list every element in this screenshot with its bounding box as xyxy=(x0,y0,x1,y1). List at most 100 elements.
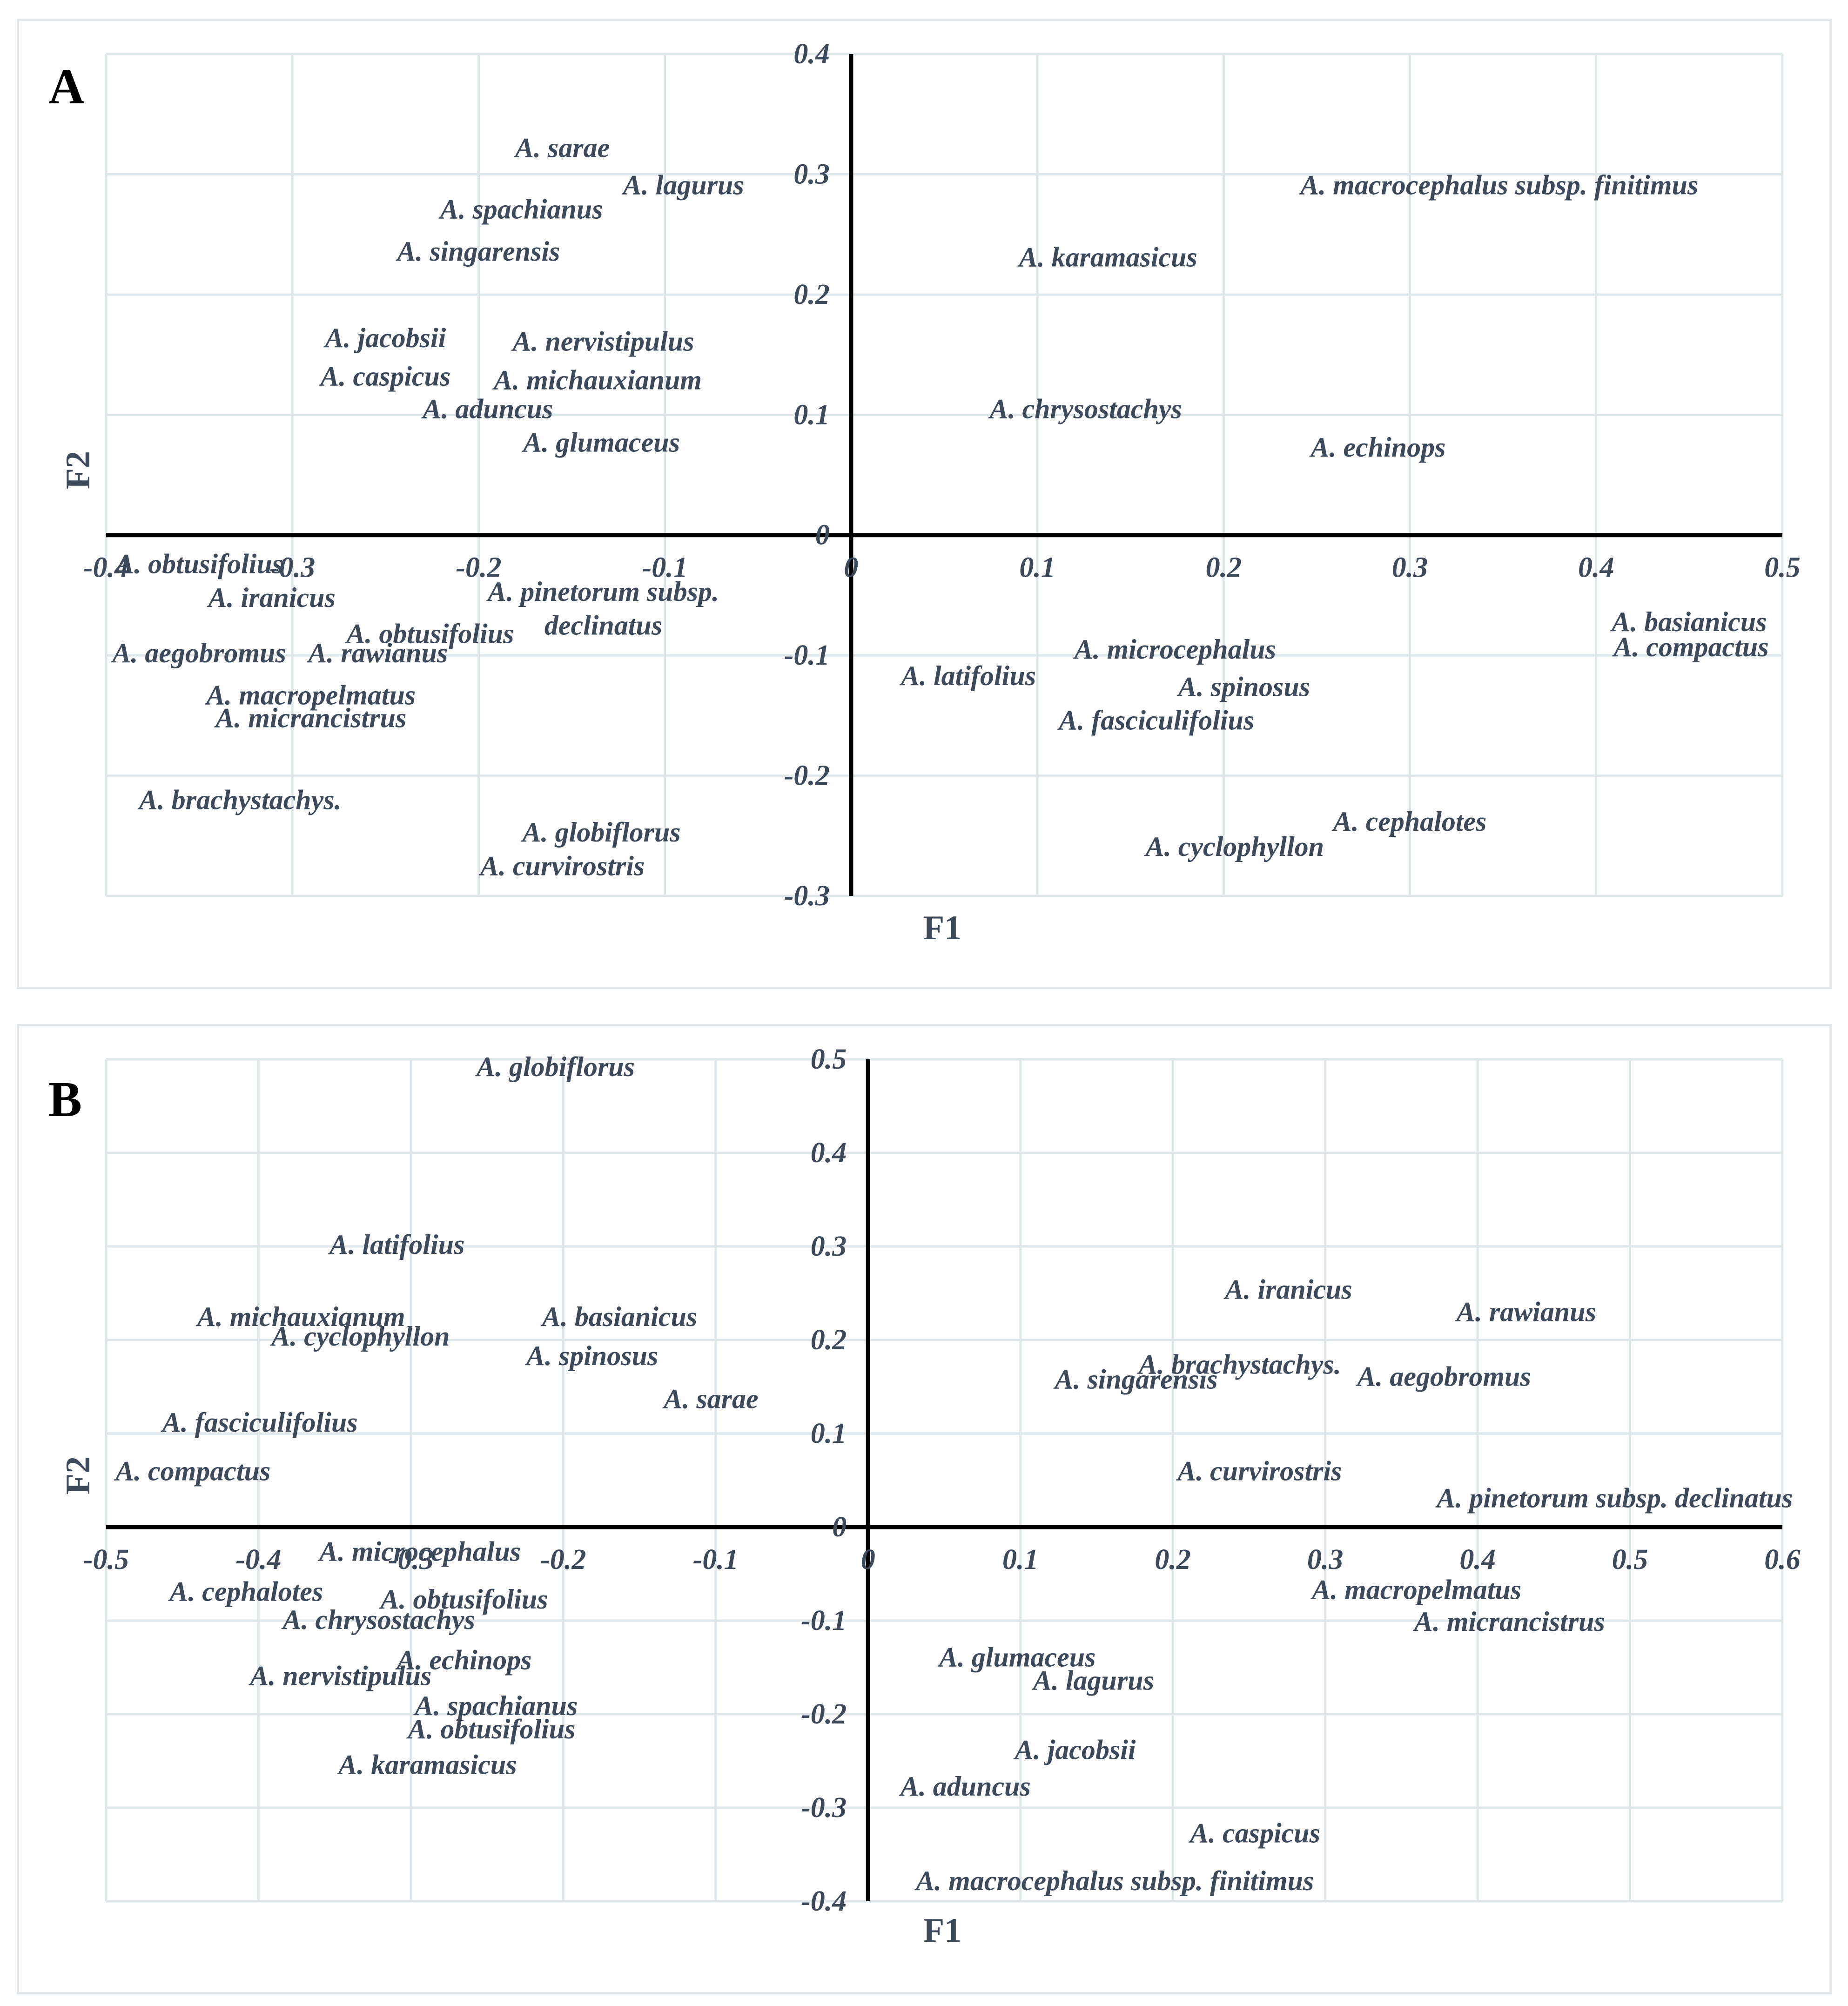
panel-b-y-tick-label: -0.4 xyxy=(801,1885,847,1917)
panel-a-point-label: A. spinosus xyxy=(1176,671,1310,702)
panel-b-point-label: A. obtusifolius xyxy=(406,1714,575,1744)
panel-a-frame xyxy=(17,19,1832,989)
panel-b-point-label: A. basianicus xyxy=(540,1301,697,1332)
panel-b-y-tick-label: 0.5 xyxy=(811,1043,847,1075)
panel-b-point-label: A. singarensis xyxy=(1053,1364,1218,1394)
panel-b-point-label: A. michauxianum xyxy=(195,1301,405,1332)
panel-a-y-tick-label: 0.1 xyxy=(793,399,830,431)
panel-b-point-label: A. pinetorum subsp. declinatus xyxy=(1435,1483,1793,1514)
panel-b-point-label: A. aduncus xyxy=(899,1771,1031,1802)
panel-a-point-label: A. cyclophyllon xyxy=(1144,831,1324,862)
panel-a-point-label: A. micrancistrus xyxy=(214,703,406,734)
panel-b-point-label: A. sarae xyxy=(662,1384,758,1414)
panel-b-x-tick-label: 0 xyxy=(861,1544,875,1575)
panel-a-x-tick-label: 0 xyxy=(844,552,858,584)
panel-a-x-tick-label: -0.1 xyxy=(642,552,688,584)
panel-b-y-axis-title: F2 xyxy=(59,1456,97,1494)
panel-b-x-tick-label: 0.2 xyxy=(1155,1544,1191,1575)
panel-a-point-label: A. curvirostris xyxy=(478,850,645,881)
panel-a-y-tick-label: -0.3 xyxy=(784,880,830,912)
panel-a-y-tick-label: 0.2 xyxy=(793,279,830,310)
panel-a-point-label: A. latifolius xyxy=(899,660,1036,691)
panel-a-y-axis-title: F2 xyxy=(59,451,97,489)
panel-a-point-label: A. macropelmatus xyxy=(204,680,416,710)
panel-b-point-label: A. fasciculifolius xyxy=(161,1407,358,1438)
panel-a-point-label: A. karamasicus xyxy=(1017,242,1197,273)
panel-b-y-tick-label: 0.3 xyxy=(811,1231,847,1262)
panel-a-point-label: A. globiflorus xyxy=(521,817,681,848)
panel-b-point-label: A. rawianus xyxy=(1455,1297,1596,1327)
panel-a-point-label: A. compactus xyxy=(1612,632,1768,662)
panel-b-point-label: A. spachianus xyxy=(413,1690,578,1721)
panel-a-point-label: A. spachianus xyxy=(438,194,603,224)
panel-b-label: B xyxy=(48,1072,82,1127)
panel-a-x-tick-label: 0.1 xyxy=(1019,552,1055,584)
panel-b-y-tick-label: 0 xyxy=(832,1511,847,1543)
panel-a-point-label: A. microcephalus xyxy=(1073,634,1276,665)
panel-a-y-tick-label: 0.4 xyxy=(793,38,830,70)
panel-a-x-axis-title: F1 xyxy=(923,909,961,947)
panel-a-x-tick-label: 0.3 xyxy=(1392,552,1428,584)
panel-b-point-label: A. aegobromus xyxy=(1355,1361,1531,1392)
panel-b-point-label: A. spinosus xyxy=(524,1340,658,1371)
panel-b-y-tick-label: -0.1 xyxy=(801,1605,847,1636)
panel-a-point-label: A. iranicus xyxy=(206,582,335,613)
panel-a-point-label: A. rawianus xyxy=(306,638,448,668)
panel-b-y-tick-label: 0.4 xyxy=(811,1137,847,1169)
panel-b-point-label: A. obtusifolius xyxy=(378,1584,548,1615)
panel-a-y-tick-label: 0 xyxy=(815,519,830,551)
panel-a-point-label: A. sarae xyxy=(513,133,610,163)
panel-a-point-label: A. lagurus xyxy=(621,170,744,201)
panel-b-x-axis-title: F1 xyxy=(923,1912,961,1950)
panel-b-point-label: A. jacobsii xyxy=(1013,1734,1136,1765)
panel-a-y-tick-label: -0.2 xyxy=(784,760,830,792)
panel-a-x-tick-label: 0.2 xyxy=(1206,552,1242,584)
panel-a-point-label: A. caspicus xyxy=(318,361,450,392)
panel-b-point-label: A. microcephalus xyxy=(317,1536,521,1567)
panel-b-point-label: A. macropelmatus xyxy=(1310,1575,1521,1605)
panel-b-point-label: A. curvirostris xyxy=(1176,1455,1342,1486)
panel-b-point-label: A. brachystachys. xyxy=(1137,1349,1341,1380)
panel-a-point-label: A. chrysostachys xyxy=(988,393,1182,424)
panel-a-x-tick-label: -0.4 xyxy=(83,552,129,584)
panel-b-point-label: A. macrocephalus subsp. finitimus xyxy=(914,1865,1314,1896)
panel-b-point-label: A. karamasicus xyxy=(336,1750,517,1780)
panel-b-x-tick-label: -0.1 xyxy=(693,1544,739,1575)
panel-b-plot: -0.5 -0.4 -0.3 -0.2 -0.1 0 0.1 0.2 0.3 0.4 0.5 0.6 -… xyxy=(48,1043,1801,1950)
panel-a-y-tick-label: -0.1 xyxy=(784,639,830,671)
panel-a-point-label: A. basianicus xyxy=(1610,606,1767,637)
panel-a-x-tick-label: -0.3 xyxy=(269,552,315,584)
panel-a-point-label: A. fasciculifolius xyxy=(1057,705,1254,736)
panel-a-point-label: A. obtusifolius xyxy=(344,619,514,649)
panel-b-point-label: A. micrancistrus xyxy=(1412,1606,1605,1637)
panel-b-point-label: A. latifolius xyxy=(328,1229,464,1260)
panel-b-point-label: A. globiflorus xyxy=(475,1051,635,1082)
panel-b-x-tick-label: 0.4 xyxy=(1459,1544,1496,1575)
panel-b-x-tick-label: 0.6 xyxy=(1764,1544,1801,1575)
panel-b-frame xyxy=(17,1024,1832,1994)
panel-a-point-label: A. cephalotes xyxy=(1331,806,1487,837)
panel-a-point-label: A. macrocephalus subsp. finitimus xyxy=(1298,170,1698,201)
panel-b-y-tick-label: -0.2 xyxy=(801,1698,847,1730)
panel-a-point-label: A. echinops xyxy=(1309,432,1445,463)
panel-b-y-tick-label: 0.2 xyxy=(811,1324,847,1356)
panel-a-y-tick-label: 0.3 xyxy=(793,158,830,190)
panel-b-point-label: A. nervistipulus xyxy=(248,1661,431,1691)
panel-b-point-label: A. lagurus xyxy=(1031,1665,1154,1696)
panel-a-label: A xyxy=(48,59,85,114)
panel-b-point-label: A. chrysostachys xyxy=(281,1604,475,1635)
panel-b-x-tick-label: 0.3 xyxy=(1307,1544,1344,1575)
panel-a-point-label: A. brachystachys. xyxy=(137,784,342,815)
panel-b-x-tick-label: -0.4 xyxy=(235,1544,281,1575)
panel-b-y-tick-label: 0.1 xyxy=(811,1418,847,1449)
panel-a-point-label: declinatus xyxy=(544,610,662,641)
panel-b-point-label: A. caspicus xyxy=(1188,1818,1320,1848)
panel-a-x-tick-label: -0.2 xyxy=(456,552,501,584)
panel-b-x-tick-label: 0.5 xyxy=(1612,1544,1648,1575)
panel-a-point-label: A. pinetorum subsp. xyxy=(486,576,719,607)
panel-a-plot: -0.4 -0.3 -0.2 -0.1 0 0.1 0.2 0.3 0.4 0.5 -0.3 -0.2… xyxy=(48,38,1801,947)
panel-a-point-label: A. michauxianum xyxy=(492,364,702,395)
panel-b-y-tick-label: -0.3 xyxy=(801,1792,847,1824)
panel-b-x-tick-label: -0.5 xyxy=(83,1544,129,1575)
